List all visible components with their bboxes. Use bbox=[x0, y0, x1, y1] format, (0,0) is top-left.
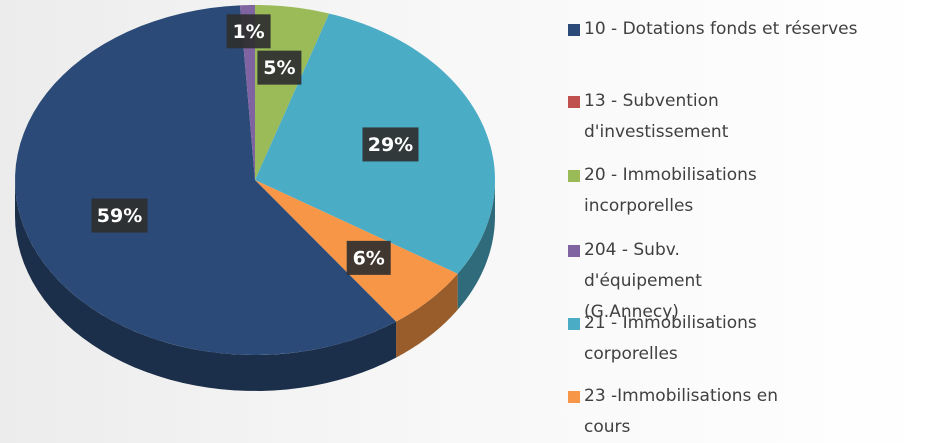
data-label: 59% bbox=[97, 205, 142, 227]
legend-item: 23 -Immobilisations en cours bbox=[568, 381, 799, 443]
pie-sides bbox=[15, 180, 495, 391]
legend-item: 204 - Subv. d'équipement (G.Annecy) bbox=[568, 235, 799, 328]
legend-label: 23 -Immobilisations en cours bbox=[584, 386, 778, 437]
legend-label: 204 - Subv. d'équipement (G.Annecy) bbox=[584, 240, 702, 322]
legend-item: 20 - Immobilisations incorporelles bbox=[568, 160, 799, 222]
legend-swatch bbox=[568, 170, 580, 182]
legend-label: 13 - Subvention d'investissement bbox=[584, 91, 729, 142]
legend-swatch bbox=[568, 96, 580, 108]
slice-side bbox=[457, 180, 495, 310]
slice bbox=[15, 5, 397, 355]
slice-side bbox=[15, 180, 397, 391]
chart: 5% 29% 6% 59% 1% bbox=[15, 5, 495, 391]
legend-swatch bbox=[568, 245, 580, 257]
data-label: 5% bbox=[263, 57, 295, 79]
data-label-box bbox=[346, 240, 391, 275]
legend-swatch bbox=[568, 24, 580, 36]
legend-swatch bbox=[568, 318, 580, 330]
data-label: 1% bbox=[232, 21, 264, 43]
data-label-box bbox=[226, 14, 271, 49]
data-label: 29% bbox=[368, 134, 413, 156]
legend-item: 10 - Dotations fonds et réserves bbox=[568, 14, 929, 45]
data-label-box bbox=[91, 198, 148, 233]
legend-label: 21 - Immobilisations corporelles bbox=[584, 313, 757, 364]
legend-label: 20 - Immobilisations incorporelles bbox=[584, 165, 757, 216]
data-label: 6% bbox=[353, 247, 385, 269]
legend-item: 21 - Immobilisations corporelles bbox=[568, 308, 799, 370]
slice bbox=[255, 5, 330, 180]
data-label-box bbox=[362, 127, 419, 162]
legend-label: 10 - Dotations fonds et réserves bbox=[584, 19, 858, 39]
pie-top bbox=[15, 5, 495, 355]
legend-swatch bbox=[568, 391, 580, 403]
slice-side bbox=[396, 273, 458, 358]
legend-item: 13 - Subvention d'investissement bbox=[568, 86, 799, 148]
data-label-box bbox=[257, 50, 302, 85]
slice bbox=[239, 5, 255, 180]
